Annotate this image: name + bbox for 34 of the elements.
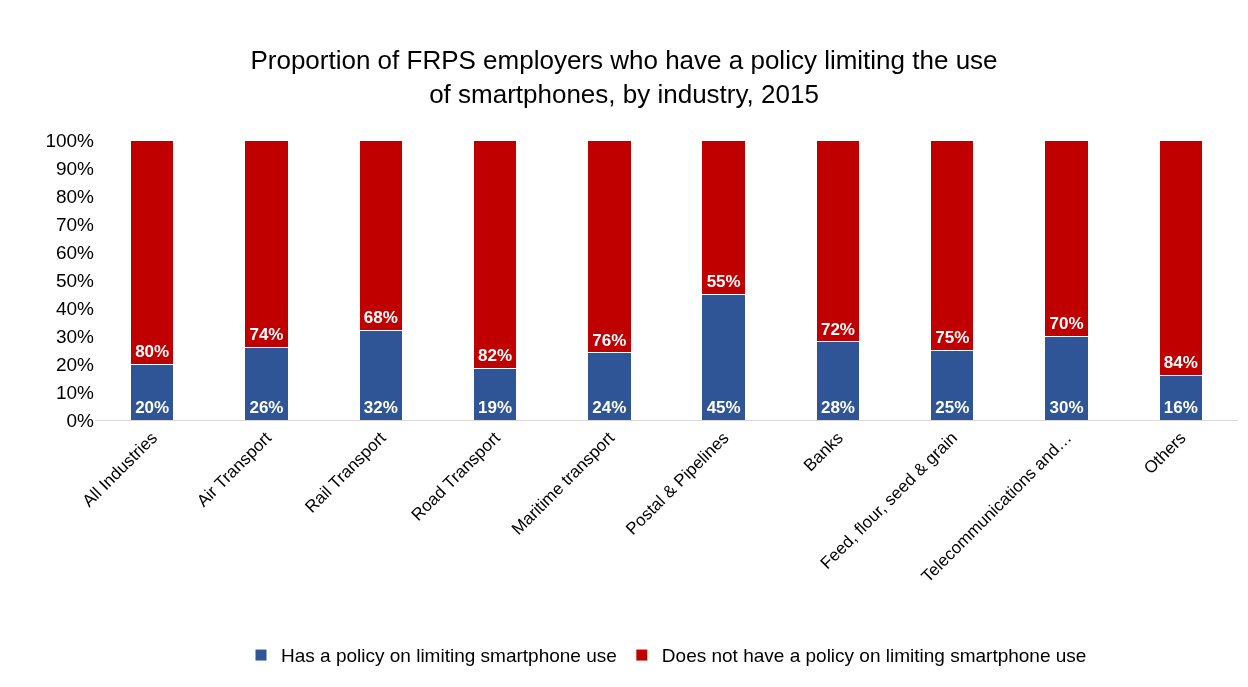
y-tick-label: 0% — [66, 409, 95, 431]
data-label: 19% — [478, 398, 513, 417]
data-label: 20% — [135, 398, 170, 417]
data-label: 26% — [249, 398, 284, 417]
data-label: 82% — [478, 346, 513, 366]
data-label: 24% — [592, 398, 627, 417]
y-tick-label: 90% — [55, 157, 95, 179]
data-label: 72% — [820, 319, 855, 339]
data-label: 74% — [249, 325, 284, 345]
y-tick-label: 30% — [55, 325, 95, 347]
y-tick-label: 10% — [55, 381, 95, 403]
y-tick-label: 40% — [55, 297, 95, 319]
data-label: 45% — [706, 398, 741, 417]
data-label: 70% — [1049, 314, 1084, 333]
y-tick-label: 60% — [55, 241, 95, 263]
data-label: 16% — [1163, 398, 1198, 417]
data-label: 30% — [1049, 398, 1084, 417]
legend-label: Has a policy on limiting smartphone use — [281, 645, 617, 667]
legend-label: Does not have a policy on limiting smartphone use — [661, 645, 1087, 667]
y-tick-label: 50% — [55, 269, 95, 291]
data-label: 32% — [363, 398, 398, 417]
data-label: 68% — [363, 308, 398, 328]
y-tick-label: 70% — [55, 213, 95, 235]
chart-title: Proportion of FRPS employers who have a policy limiting the use of smartphones, by industry, 2015 — [250, 44, 998, 109]
y-tick-label: 80% — [55, 185, 95, 207]
data-label: 84% — [1163, 353, 1198, 373]
y-tick-label: 100% — [45, 129, 95, 151]
data-label: 76% — [592, 330, 627, 350]
data-label: 75% — [935, 328, 970, 347]
data-label: 80% — [135, 342, 170, 361]
data-label: 25% — [935, 398, 970, 417]
y-tick-label: 20% — [55, 353, 95, 375]
data-label: 28% — [820, 398, 855, 417]
data-label: 55% — [706, 272, 741, 291]
